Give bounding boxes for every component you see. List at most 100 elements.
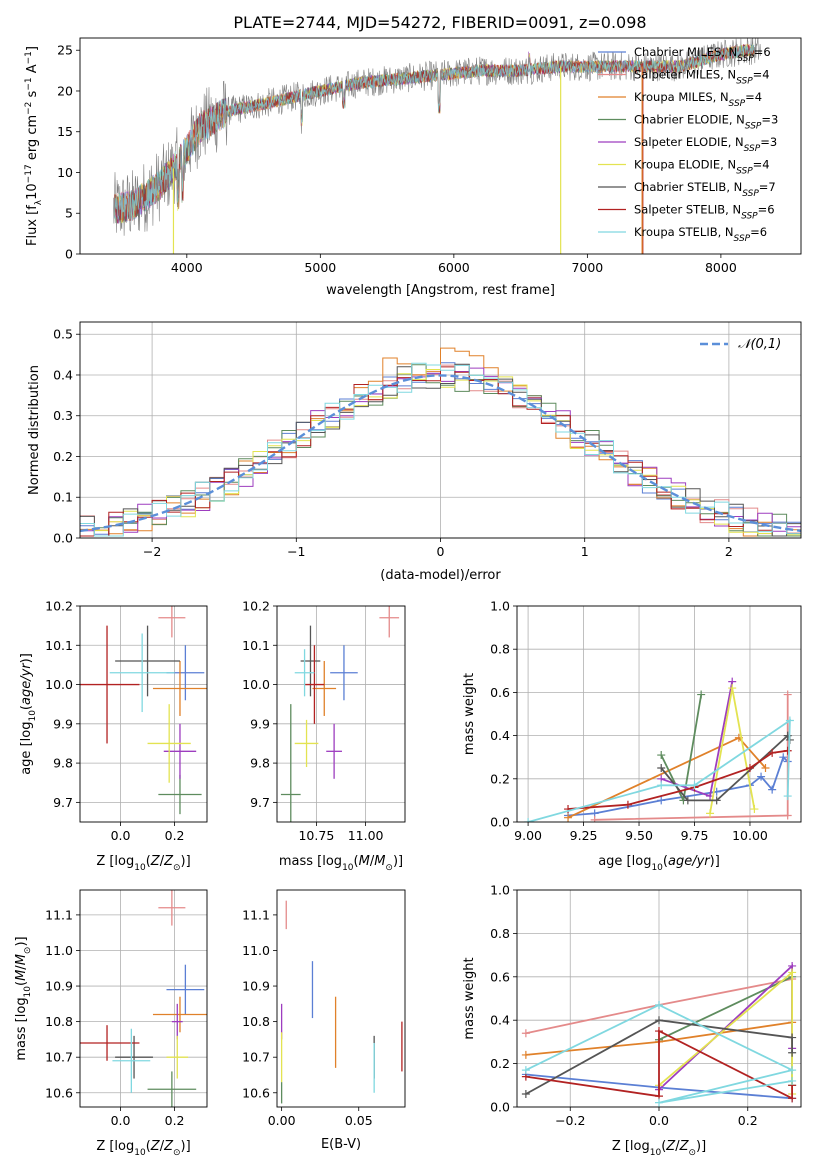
y-tick-label: 0 (65, 247, 73, 262)
mass-weight-marker (524, 818, 533, 822)
y-tick-label: 0.4 (490, 728, 510, 743)
mass-weight-marker (768, 785, 777, 794)
mass-weight-marker (779, 753, 788, 762)
x-tick-label: −0.2 (555, 1113, 585, 1128)
x-tick-label: 2 (725, 544, 733, 559)
y-tick-label: 10.1 (242, 638, 270, 653)
x-tick-label: 6000 (438, 260, 470, 275)
panel-mass_weight_vs_Z: −0.2 0.0 0.2 0.0 0.2 0.4 0.6 0.8 1.0 Z [log10(Z/Z… (462, 883, 802, 1158)
x-axis-label: mass [log10(M/M⊙)] (279, 854, 403, 873)
legend-label: Kroupa STELIB, NSSP=6 (634, 225, 767, 244)
x-tick-label: 10.75 (298, 828, 334, 843)
legend-label: 𝒩(0,1) (738, 337, 781, 352)
y-tick-label: 10.9 (242, 979, 270, 994)
axes-frame (516, 605, 802, 823)
y-tick-label: 9.9 (250, 716, 270, 731)
axes-frame (276, 889, 406, 1108)
x-tick-label: 9.75 (681, 828, 709, 843)
axes-frame (79, 605, 208, 823)
residual-histogram (80, 362, 801, 537)
y-tick-label: 10.7 (242, 1050, 270, 1065)
x-axis-label: Z [log10(Z/Z⊙)] (96, 1139, 190, 1158)
figure-title: PLATE=2744, MJD=54272, FIBERID=0091, z=0… (233, 13, 646, 32)
axes-frame (276, 605, 406, 823)
y-tick-label: 25 (57, 43, 73, 58)
y-tick-label: 0.6 (490, 685, 510, 700)
x-tick-label: 7000 (571, 260, 603, 275)
y-tick-label: 20 (57, 83, 73, 98)
y-axis-label: Normed distribution (27, 365, 42, 495)
model-spectrum-line (114, 44, 755, 221)
mass-weight-marker (728, 684, 737, 693)
y-tick-label: 11.1 (45, 907, 73, 922)
y-tick-label: 10.8 (242, 1014, 270, 1029)
legend-label: Chabrier MILES, NSSP=6 (634, 45, 771, 64)
y-tick-label: 10.9 (45, 979, 73, 994)
y-axis-label: Flux [fλ10−17 erg cm−2 s−1 A−1] (24, 46, 44, 246)
y-tick-label: 9.7 (250, 795, 270, 810)
mass-weight-marker (655, 1027, 663, 1036)
x-tick-label: 0.2 (738, 1113, 758, 1128)
x-axis-label: Z [log10(Z/Z⊙)] (96, 854, 190, 873)
y-axis-label: mass weight (462, 957, 477, 1039)
x-tick-label: 9.25 (570, 828, 598, 843)
mass-weight-marker (690, 781, 699, 790)
mass-weight-marker (590, 815, 599, 822)
y-tick-label: 0.8 (490, 642, 510, 657)
x-tick-label: 9.50 (625, 828, 653, 843)
y-axis-label: age [log10(age/yr)] (19, 653, 38, 775)
x-tick-label: 5000 (304, 260, 336, 275)
mass-weight-marker (521, 1089, 530, 1098)
legend-label: Salpeter ELODIE, NSSP=3 (634, 135, 777, 154)
mass-weight-marker (788, 1033, 797, 1042)
residual-histogram (80, 347, 801, 537)
y-tick-label: 10.7 (45, 1050, 73, 1065)
mass-weight-marker (768, 748, 777, 757)
mass-weight-marker (564, 813, 573, 822)
x-tick-label: −1 (287, 544, 305, 559)
mass-weight-marker (521, 1050, 530, 1059)
mass-weight-marker (757, 772, 766, 781)
legend-label: Salpeter STELIB, NSSP=6 (634, 203, 775, 222)
mass-weight-marker (783, 746, 792, 755)
panel-residuals: −2 −1 0 1 2 0.0 0.1 0.2 0.3 0.4 0.5 (data-model)/er… (27, 321, 802, 583)
y-tick-label: 0.4 (53, 367, 73, 382)
y-tick-label: 0.3 (53, 408, 73, 423)
panel-spectrum: 4000 5000 6000 7000 8000 0 5 10 15 20 25 wavelength… (24, 37, 802, 298)
mass-weight-marker (521, 1066, 530, 1075)
mass-weight-marker (783, 690, 792, 699)
x-tick-label: 1 (581, 544, 589, 559)
x-tick-label: −2 (143, 544, 161, 559)
panel-age_vs_mass: 10.75 11.00 9.7 9.8 9.9 10.0 10.1 10.2 mass [log… (242, 599, 406, 873)
plot-area-age_vs_Z (80, 606, 207, 815)
y-tick-label: 10.1 (45, 638, 73, 653)
y-tick-label: 5 (65, 206, 73, 221)
x-axis-label: wavelength [Angstrom, rest frame] (326, 283, 555, 298)
y-axis-label: mass [log10(M/M⊙)] (14, 936, 33, 1060)
legend-label: Salpeter MILES, NSSP=4 (634, 68, 770, 87)
mass-weight-marker (788, 1066, 797, 1075)
y-tick-label: 10.6 (242, 1085, 270, 1100)
y-tick-label: 9.8 (53, 756, 73, 771)
mass-weight-marker (761, 764, 770, 772)
x-tick-label: 0 (437, 544, 445, 559)
mass-weight-marker (788, 1048, 797, 1057)
y-tick-label: 9.7 (53, 795, 73, 810)
y-tick-label: 0.4 (490, 1013, 510, 1028)
mass-weight-marker (623, 800, 632, 809)
x-tick-label: 11.00 (348, 828, 384, 843)
y-tick-label: 15 (57, 124, 73, 139)
mass-weight-marker (788, 1094, 797, 1103)
mass-weight-marker (783, 811, 792, 820)
mass-weight-marker (783, 792, 792, 801)
panel-mass_vs_Z: 0.0 0.2 10.6 10.7 10.8 10.9 11.0 11.1 Z [log10(Z… (14, 889, 208, 1158)
legend-label: Kroupa ELODIE, NSSP=4 (634, 158, 770, 177)
panel-mass_weight_vs_age: 9.00 9.25 9.50 9.75 10.00 0.0 0.2 0.4 0.6 0.8 1.0 a… (462, 599, 802, 873)
panel-age_vs_Z: 0.0 0.2 9.7 9.8 9.9 10.0 10.1 10.2 Z [log10(Z/Z⊙… (19, 599, 208, 873)
axes-frame (79, 37, 802, 255)
x-tick-label: 0.00 (268, 1113, 296, 1128)
x-tick-label: 0.2 (165, 828, 185, 843)
x-tick-label: 10.00 (732, 828, 768, 843)
axes-frame (79, 321, 802, 539)
x-tick-label: 0.0 (111, 1113, 131, 1128)
